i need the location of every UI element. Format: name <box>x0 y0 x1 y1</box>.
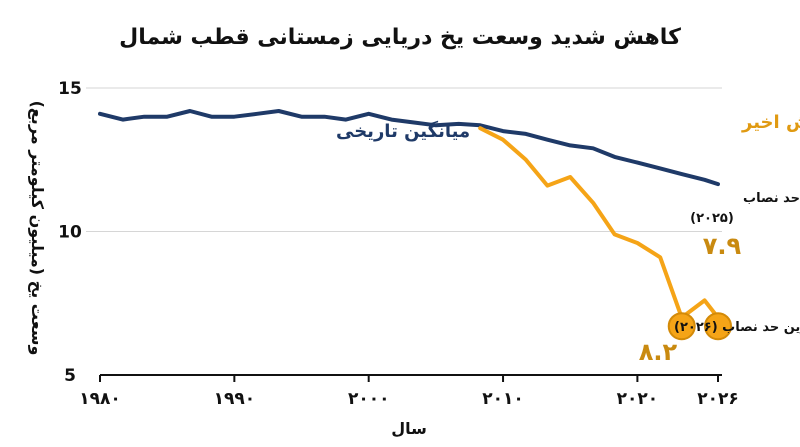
series-line-0 <box>98 109 720 187</box>
x-tick-label: ۲۰۰۰ <box>348 389 390 409</box>
y-tick-label: 5 <box>64 366 76 386</box>
x-tick-label: ۱۹۸۰ <box>79 389 121 409</box>
y-axis-label: وسعت یخ (میلیون کیلومتر مربع) <box>28 101 47 356</box>
annotation-2025-value: ۷.۹ <box>703 232 742 260</box>
series-line-1 <box>478 126 720 320</box>
annotation-2025-label: پایین‌ترین حد نصاب <box>743 191 800 206</box>
y-axis-ticks: 15 10 5 <box>58 79 82 386</box>
grid-lines <box>86 87 722 232</box>
x-tick-label: ۲۰۲۶ <box>697 389 739 409</box>
series-label-recent: کاهش اخیر <box>741 112 800 133</box>
x-tick-label: ۲۰۱۰ <box>482 389 524 409</box>
series-label-historical: میانگین تاریخی <box>336 120 470 142</box>
annotation-2025-year: (۲۰۲۵) <box>690 211 734 226</box>
highlight-points <box>667 312 732 341</box>
x-tick-label: ۱۹۹۰ <box>214 389 256 409</box>
y-tick-label: 15 <box>58 79 82 99</box>
annotation-2026-label: پایین‌ترین حد نصاب (۲۰۲۶) <box>674 320 800 335</box>
x-tick-label: ۲۰۲۰ <box>617 389 659 409</box>
annotation-2026-value: ۸.۲ <box>639 338 678 366</box>
highlight-point-1 <box>704 312 732 341</box>
x-axis-ticks: ۱۹۸۰ ۱۹۹۰ ۲۰۰۰ ۲۰۱۰ ۲۰۲۰ ۲۰۲۶ <box>79 375 739 409</box>
x-axis-label: سال <box>391 419 427 438</box>
highlight-point-0 <box>667 312 696 341</box>
y-tick-label: 10 <box>58 223 82 243</box>
chart-title: کاهش شدید وسعت یخ دریایی زمستانی قطب شما… <box>119 25 681 50</box>
